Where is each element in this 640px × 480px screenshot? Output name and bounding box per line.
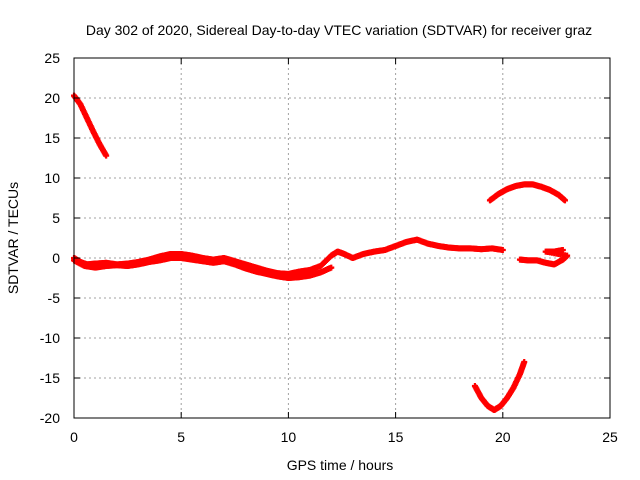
series-evening-positive-arc <box>486 181 568 204</box>
data-layer <box>71 92 571 413</box>
y-tick-label: -10 <box>40 330 60 346</box>
ticks <box>73 57 611 419</box>
data-point <box>521 359 528 365</box>
y-tick-label: -20 <box>40 410 60 426</box>
x-axis-title: GPS time / hours <box>287 457 394 473</box>
y-tick-label: 10 <box>44 170 60 186</box>
x-tick-label: 10 <box>281 429 297 445</box>
x-tick-label: 5 <box>177 429 185 445</box>
x-tick-labels: 0 5 10 15 20 25 <box>70 429 618 445</box>
data-point <box>103 152 110 159</box>
series-late-small-segments <box>516 247 571 268</box>
chart-title: Day 302 of 2020, Sidereal Day-to-day VTE… <box>86 22 592 38</box>
y-tick-label: 5 <box>52 210 60 226</box>
grid <box>74 58 610 418</box>
y-tick-label: -15 <box>40 370 60 386</box>
series-lower-band <box>71 255 335 281</box>
y-tick-label: 20 <box>44 90 60 106</box>
plot-frame <box>73 57 611 419</box>
y-tick-label: 15 <box>44 130 60 146</box>
data-point <box>561 197 568 204</box>
x-tick-label: 25 <box>602 429 618 445</box>
series-evening-negative-arc <box>471 359 528 413</box>
y-axis-title: SDTVAR / TECUs <box>5 182 21 294</box>
y-tick-label: 0 <box>52 250 60 266</box>
data-point <box>499 247 506 253</box>
data-point <box>328 264 335 271</box>
x-tick-label: 0 <box>70 429 78 445</box>
x-tick-label: 20 <box>495 429 511 445</box>
series-main-band <box>71 236 506 277</box>
y-tick-label: -5 <box>48 290 61 306</box>
data-point <box>559 247 566 253</box>
series-early-high-arc <box>71 92 110 159</box>
x-tick-label: 15 <box>388 429 404 445</box>
y-tick-labels: -20 -15 -10 -5 0 5 10 15 20 25 <box>40 50 60 426</box>
y-tick-label: 25 <box>44 50 60 66</box>
